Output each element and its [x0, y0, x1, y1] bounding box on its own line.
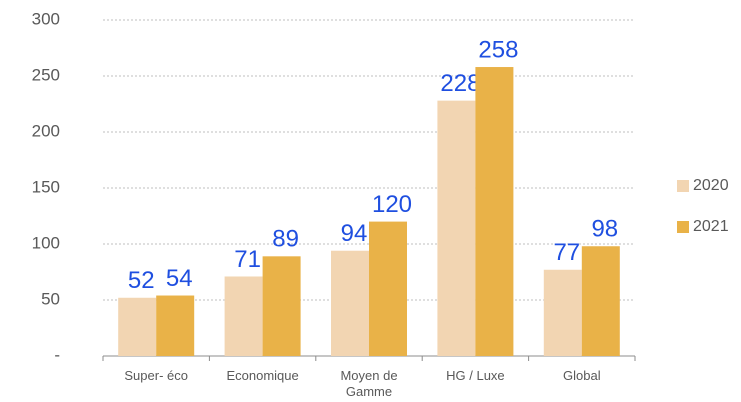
y-tick-label: 50: [41, 289, 60, 308]
legend-swatch: [677, 221, 689, 233]
bar: [331, 250, 369, 356]
x-tick-label: Moyen de Gamme: [340, 368, 398, 399]
legend-label: 2020: [693, 177, 729, 194]
bar: [224, 276, 263, 356]
x-tick-label: Global: [563, 368, 601, 383]
bar: [437, 100, 476, 356]
data-label: 228: [440, 70, 480, 97]
y-tick-label: 200: [32, 121, 60, 140]
y-tick-label: 250: [32, 65, 60, 84]
data-label: 54: [166, 265, 193, 292]
data-label: 52: [128, 267, 155, 294]
bar: [156, 295, 195, 356]
data-label: 89: [272, 226, 299, 253]
x-tick-label: Economique: [226, 368, 299, 383]
x-tick-label: HG / Luxe: [446, 368, 505, 383]
data-label: 258: [478, 36, 518, 63]
bar: [543, 269, 582, 356]
y-tick-label: -: [54, 345, 60, 364]
bar: [475, 67, 514, 356]
data-label: 94: [341, 220, 368, 247]
y-tick-label: 100: [32, 233, 60, 252]
bar: [262, 256, 301, 356]
data-label: 77: [553, 239, 580, 266]
y-tick-label: 150: [32, 177, 60, 196]
bar: [369, 221, 407, 356]
data-label: 120: [372, 191, 412, 218]
x-tick-label: Super- éco: [124, 368, 188, 383]
bar: [118, 297, 157, 356]
y-tick-label: 300: [32, 9, 60, 28]
legend-swatch: [677, 180, 689, 192]
data-label: 98: [591, 216, 618, 243]
legend-label: 2021: [693, 218, 729, 235]
data-label: 71: [234, 246, 261, 273]
bar: [581, 246, 620, 356]
